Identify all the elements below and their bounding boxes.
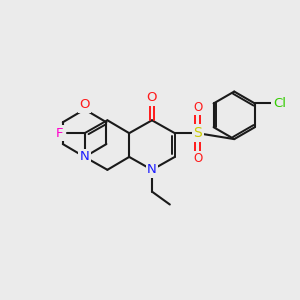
Text: Cl: Cl [273, 97, 286, 110]
Text: O: O [193, 152, 202, 165]
Text: N: N [147, 163, 157, 176]
Text: S: S [193, 126, 202, 140]
Text: O: O [80, 98, 90, 111]
Text: N: N [80, 150, 89, 164]
Text: F: F [56, 127, 64, 140]
Text: O: O [147, 91, 157, 104]
Text: O: O [193, 101, 202, 114]
